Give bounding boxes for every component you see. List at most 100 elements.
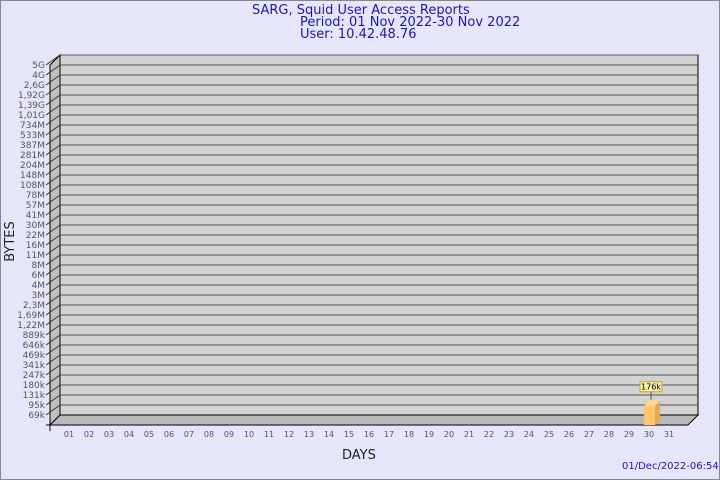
x-tick-label: 15 <box>344 430 354 439</box>
y-tick <box>45 164 61 176</box>
y-tick-label: 131k <box>23 391 46 401</box>
bar <box>644 405 655 425</box>
y-tick-label: 57M <box>26 201 45 211</box>
x-tick-label: 29 <box>624 430 634 439</box>
y-tick-label: 41M <box>26 211 45 221</box>
x-tick-label: 30 <box>644 430 654 439</box>
y-tick <box>45 64 61 76</box>
x-tick-label: 23 <box>504 430 514 439</box>
y-tick <box>45 114 61 126</box>
x-tick-label: 05 <box>144 430 154 439</box>
y-tick <box>45 264 61 276</box>
y-tick <box>45 174 61 186</box>
y-tick-label: 204M <box>20 161 45 171</box>
x-tick-label: 18 <box>404 430 414 439</box>
y-tick-label: 5G <box>32 61 45 71</box>
y-tick-label: 341k <box>23 361 46 371</box>
y-tick-label: 469k <box>23 351 46 361</box>
y-tick-label: 78M <box>26 191 45 201</box>
x-tick-label: 12 <box>284 430 294 439</box>
y-tick <box>45 234 61 246</box>
x-tick-label: 25 <box>544 430 554 439</box>
bar-side <box>655 400 660 425</box>
x-tick-label: 31 <box>664 430 674 439</box>
y-tick-label: 2,3M <box>23 301 45 311</box>
x-tick-label: 22 <box>484 430 494 439</box>
floor <box>48 414 700 426</box>
x-tick-label: 26 <box>564 430 574 439</box>
y-tick <box>45 144 61 156</box>
x-tick-label: 09 <box>224 430 234 439</box>
x-tick-label: 21 <box>464 430 474 439</box>
y-tick-label: 16M <box>26 241 45 251</box>
y-tick-label: 4G <box>32 71 45 81</box>
y-tick-label: 1,39G <box>18 101 45 111</box>
y-tick-label: 247k <box>23 371 46 381</box>
x-tick-label: 10 <box>244 430 254 439</box>
y-tick <box>45 134 61 146</box>
y-tick <box>45 84 61 96</box>
x-tick-label: 02 <box>84 430 94 439</box>
y-tick-label: 1,22M <box>17 321 45 331</box>
y-tick <box>45 294 61 306</box>
y-tick <box>45 324 61 336</box>
y-tick <box>45 284 61 296</box>
x-tick-label: 16 <box>364 430 374 439</box>
y-tick-label: 734M <box>20 121 45 131</box>
x-tick-label: 13 <box>304 430 314 439</box>
y-tick <box>45 254 61 266</box>
y-tick-label: 4M <box>32 281 46 291</box>
y-tick-label: 148M <box>20 171 45 181</box>
y-tick-label: 6M <box>32 271 46 281</box>
y-tick-label: 11M <box>26 251 45 261</box>
y-tick <box>45 54 61 66</box>
x-tick-label: 28 <box>604 430 614 439</box>
x-tick-label: 07 <box>184 430 194 439</box>
bar-top <box>644 400 660 406</box>
y-tick-label: 180k <box>23 381 46 391</box>
chart-title: SARG, Squid User Access Reports <box>252 3 470 18</box>
y-tick <box>45 314 61 326</box>
y-tick-label: 889k <box>23 331 46 341</box>
x-axis-label: DAYS <box>342 448 376 463</box>
y-tick-label: 2,6G <box>24 81 45 91</box>
y-tick <box>45 104 61 116</box>
y-tick <box>45 364 61 376</box>
x-tick-label: 06 <box>164 430 174 439</box>
y-tick <box>45 154 61 166</box>
y-tick-label: 1,69M <box>17 311 45 321</box>
y-tick <box>45 124 61 136</box>
bar-label-box <box>639 381 663 393</box>
y-tick <box>45 274 61 286</box>
y-tick-label: 22M <box>26 231 45 241</box>
bar-label: 176k <box>641 383 661 392</box>
y-tick <box>45 94 61 106</box>
y-tick <box>45 374 61 386</box>
y-tick <box>45 184 61 196</box>
y-tick-label: 1,92G <box>18 91 45 101</box>
x-tick-label: 24 <box>524 430 534 439</box>
y-tick-label: 95k <box>28 401 45 411</box>
y-tick-label: 69k <box>28 411 45 421</box>
x-tick-label: 17 <box>384 430 394 439</box>
y-tick <box>45 194 61 206</box>
y-tick-label: 533M <box>20 131 45 141</box>
y-tick-label: 3M <box>32 291 46 301</box>
y-tick <box>45 334 61 346</box>
y-tick <box>45 384 61 396</box>
y-tick <box>45 344 61 356</box>
x-tick-label: 03 <box>104 430 114 439</box>
y-tick-label: 281M <box>20 151 45 161</box>
y-tick <box>45 214 61 226</box>
y-tick <box>45 204 61 216</box>
y-tick-label: 646k <box>23 341 46 351</box>
y-tick <box>45 224 61 236</box>
x-tick-label: 19 <box>424 430 434 439</box>
x-tick-label: 01 <box>64 430 74 439</box>
x-tick-label: 20 <box>444 430 454 439</box>
x-tick-label: 04 <box>124 430 134 439</box>
y-tick <box>45 244 61 256</box>
y-tick <box>45 394 61 406</box>
x-tick-label: 11 <box>264 430 274 439</box>
